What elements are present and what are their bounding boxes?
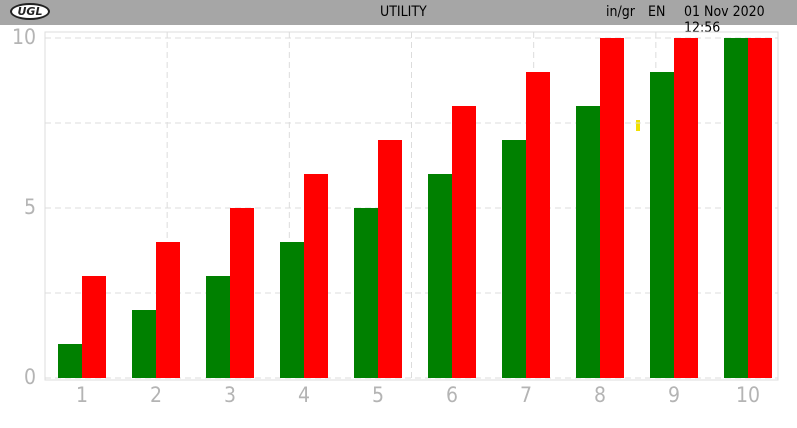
bar: [58, 344, 82, 378]
cursor-marker: [636, 120, 640, 131]
x-tick-label: 9: [668, 383, 680, 407]
bar: [526, 72, 550, 378]
bar: [132, 310, 156, 378]
logo[interactable]: UGL: [10, 3, 50, 20]
x-tick-label: 10: [736, 383, 760, 407]
x-tick-label: 7: [520, 383, 532, 407]
bar: [600, 38, 624, 378]
bar: [502, 140, 526, 378]
bar: [206, 276, 230, 378]
bar: [354, 208, 378, 378]
x-tick-label: 6: [446, 383, 458, 407]
bar: [748, 38, 772, 378]
x-tick-label: 1: [76, 383, 88, 407]
bar: [304, 174, 328, 378]
bar: [378, 140, 402, 378]
screen-title: UTILITY: [380, 4, 427, 20]
bar: [452, 106, 476, 378]
chart: 0 5 10 1 2 3 4 5 6 7 8 9 10: [12, 25, 779, 407]
x-tick-label: 2: [150, 383, 162, 407]
language[interactable]: EN: [648, 4, 666, 20]
bar: [280, 242, 304, 378]
bar: [82, 276, 106, 378]
bar: [724, 38, 748, 378]
bar: [428, 174, 452, 378]
x-tick-label: 3: [224, 383, 236, 407]
bar: [576, 106, 600, 378]
bar: [156, 242, 180, 378]
x-tick-label: 8: [594, 383, 606, 407]
bar: [230, 208, 254, 378]
y-tick-label: 0: [24, 365, 36, 389]
bar: [674, 38, 698, 378]
bar: [650, 72, 674, 378]
units[interactable]: in/gr: [606, 4, 635, 20]
y-tick-label: 10: [12, 25, 36, 49]
y-tick-label: 5: [24, 195, 36, 219]
header-bar: UGL UTILITY in/gr EN 01 Nov 2020 12:56: [0, 0, 797, 36]
x-tick-label: 4: [298, 383, 310, 407]
x-tick-label: 5: [372, 383, 384, 407]
